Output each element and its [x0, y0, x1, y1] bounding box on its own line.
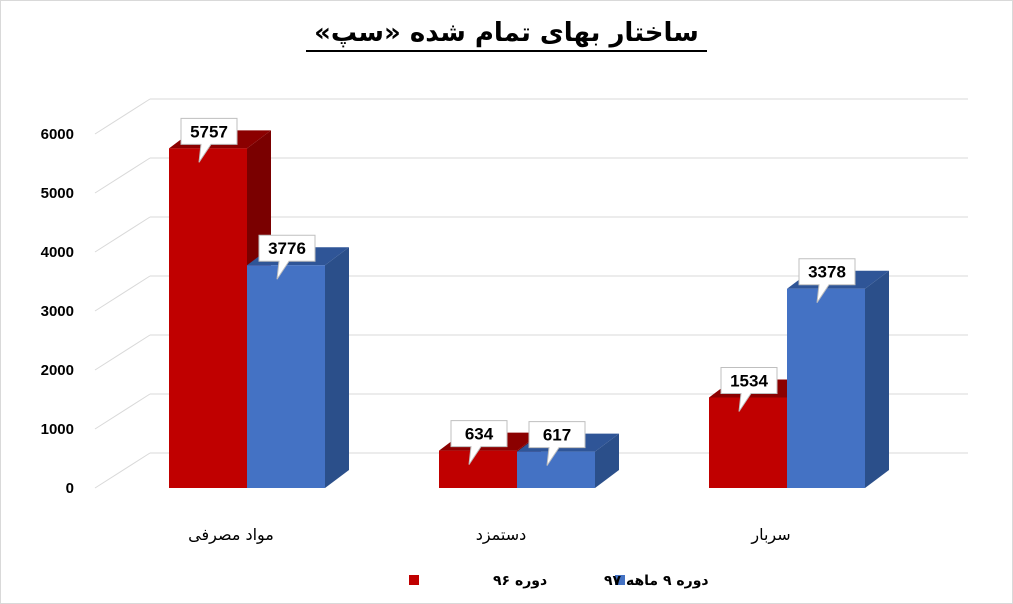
axis-layer: 0 1000 2000 3000 4000 5000 6000 مواد مصرفی دستمز…: [41, 126, 791, 545]
y-tick-label: 6000: [41, 126, 74, 143]
gridline-side: [94, 334, 151, 371]
data-label: 3378: [808, 263, 846, 282]
bar: [787, 288, 865, 488]
y-tick-label: 0: [66, 480, 74, 497]
data-label: 617: [543, 426, 571, 445]
bar: [709, 397, 787, 488]
data-label-callout: [798, 258, 856, 303]
data-label: 1534: [730, 371, 768, 390]
gridline-side: [94, 157, 151, 194]
y-tick-label: 5000: [41, 185, 74, 202]
gridline-side: [94, 98, 151, 135]
y-tick-label: 3000: [41, 303, 74, 320]
gridline-side: [94, 452, 151, 489]
bar-side: [325, 247, 349, 488]
data-label-callout: [528, 421, 586, 466]
legend-swatch: [615, 575, 625, 585]
legend-layer: دوره ۹۶ دوره ۹ ماهه ۹۷: [409, 573, 709, 589]
x-category-label: مواد مصرفی: [188, 525, 274, 545]
legend-swatch: [409, 575, 419, 585]
bar-side: [865, 270, 889, 488]
bar: [517, 451, 595, 488]
data-label-callout: [450, 420, 508, 465]
bar: [439, 450, 517, 488]
legend-label: دوره ۹۶: [493, 573, 547, 589]
data-label-callout: [258, 234, 316, 280]
data-label: 634: [465, 425, 494, 444]
x-category-label: سربار: [750, 525, 790, 545]
y-tick-label: 2000: [41, 362, 74, 379]
chart-title: ساختار بهای تمام شده «سپ»: [0, 18, 1013, 52]
gridline-side: [94, 393, 151, 430]
gridline-side: [94, 216, 151, 253]
data-label-callout: [720, 366, 778, 412]
bar: [247, 265, 325, 488]
data-label: 3776: [268, 239, 306, 258]
bar-side: [595, 433, 619, 488]
x-category-label: دستمزد: [476, 525, 527, 545]
y-tick-label: 4000: [41, 244, 74, 261]
gridline-side: [94, 275, 151, 312]
legend-label: دوره ۹ ماهه ۹۷: [604, 573, 709, 589]
data-label: 5757: [190, 122, 228, 141]
y-tick-label: 1000: [41, 421, 74, 438]
bar: [169, 148, 247, 488]
data-label-callout: [180, 117, 238, 163]
label-layer: 5757 3776 634 617 1534 3378: [180, 117, 856, 466]
